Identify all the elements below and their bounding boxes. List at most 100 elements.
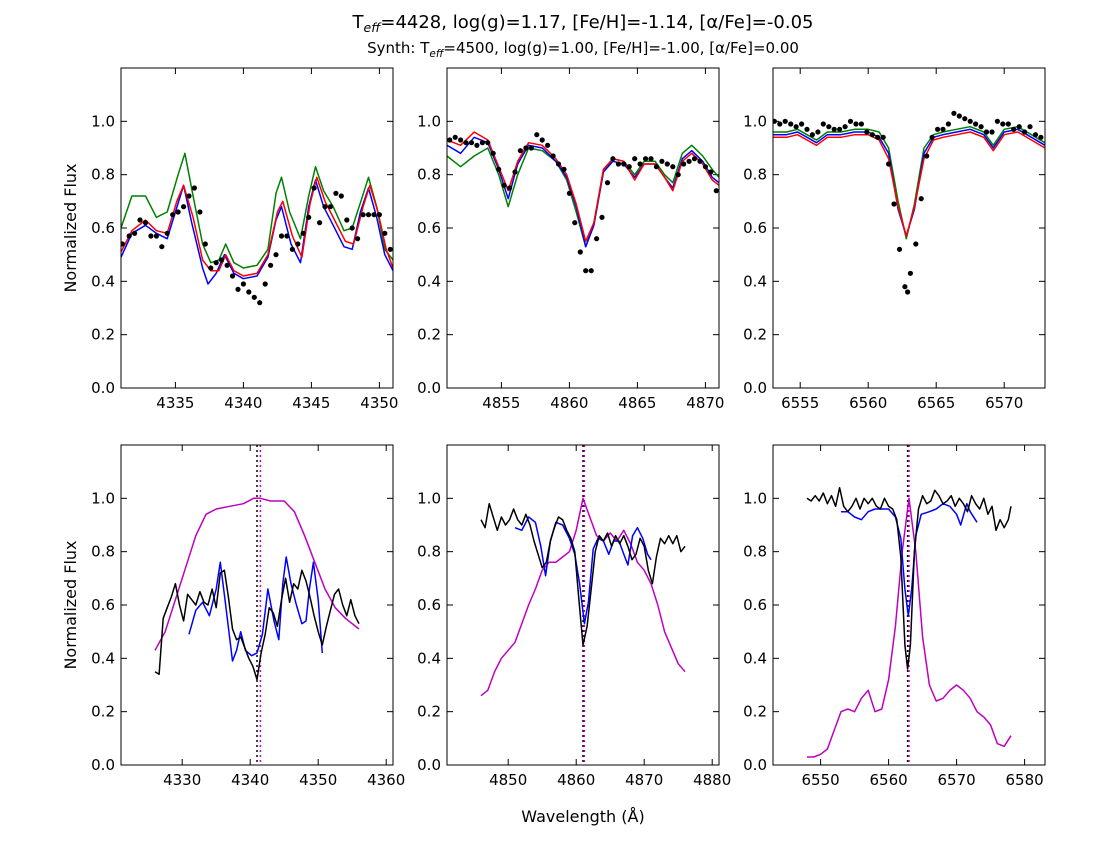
data-point <box>229 273 236 279</box>
data-point <box>452 134 458 140</box>
x-tick-label: 6560 <box>870 771 908 789</box>
axes-frame <box>446 67 720 389</box>
data-point <box>831 126 837 132</box>
data-point <box>284 233 290 239</box>
series-line-observed <box>480 502 686 646</box>
data-point <box>659 158 665 164</box>
y-tick-label: 0.6 <box>743 219 767 237</box>
data-point <box>945 121 952 127</box>
series-line-blue <box>188 556 324 662</box>
data-point <box>896 246 903 252</box>
y-tick-label: 1.0 <box>417 489 441 507</box>
series-line-blue <box>121 179 393 285</box>
data-point <box>349 225 355 231</box>
data-point <box>804 126 810 132</box>
data-point <box>675 172 681 178</box>
data-point <box>474 142 480 148</box>
data-point <box>815 129 821 135</box>
data-point <box>788 121 794 127</box>
plot-area <box>447 131 719 274</box>
data-point <box>653 164 660 170</box>
data-point <box>907 270 914 276</box>
axes-frame <box>120 444 394 766</box>
x-tick-label: 4850 <box>489 771 527 789</box>
y-tick-label: 0.2 <box>743 703 767 721</box>
data-point <box>951 110 957 116</box>
y-tick-label: 0.6 <box>91 596 115 614</box>
plot-area <box>154 445 360 765</box>
panel-bottom-right: 0.0 0.2 0.4 0.6 0.8 1.0 6550 6560 6570 6580 <box>743 444 1046 789</box>
y-tick-label: 0.4 <box>91 272 115 290</box>
data-point <box>956 113 962 119</box>
data-point <box>311 185 317 191</box>
data-point <box>994 118 1001 124</box>
data-point <box>875 134 881 140</box>
data-point <box>588 268 594 274</box>
data-point <box>153 233 159 239</box>
y-tick-label: 0.8 <box>91 543 115 561</box>
data-point <box>202 241 208 247</box>
data-point <box>338 193 344 199</box>
data-point <box>842 124 848 130</box>
x-tick-label: 4335 <box>156 394 194 412</box>
data-point <box>479 140 485 146</box>
series-line-red <box>121 176 393 277</box>
x-axis-label: Wavelength (Å) <box>521 807 644 826</box>
data-point <box>577 249 583 255</box>
y-tick-label: 0.2 <box>91 326 115 344</box>
data-point <box>496 166 502 172</box>
data-point <box>121 241 125 247</box>
data-point <box>485 140 491 146</box>
data-point <box>891 201 897 207</box>
data-point <box>376 212 382 218</box>
data-point <box>702 164 709 170</box>
data-point <box>572 220 578 226</box>
data-point <box>1032 132 1039 138</box>
data-point <box>826 124 832 130</box>
data-point <box>902 284 908 290</box>
data-point <box>886 161 892 167</box>
y-tick-label: 0.4 <box>743 649 767 667</box>
data-point <box>681 161 687 167</box>
data-point <box>387 246 393 252</box>
data-point <box>170 212 176 218</box>
y-tick-label: 0.0 <box>417 379 441 397</box>
data-point <box>268 262 274 268</box>
data-point <box>534 132 540 138</box>
data-point <box>809 132 816 138</box>
y-tick-label: 1.0 <box>91 489 115 507</box>
series-line-red <box>447 131 719 243</box>
data-point <box>924 153 930 159</box>
data-point <box>1005 121 1011 127</box>
series-line-red <box>773 131 1045 237</box>
y-tick-label: 0.2 <box>743 326 767 344</box>
y-tick-label: 0.4 <box>743 272 767 290</box>
data-point <box>507 185 513 191</box>
data-point <box>463 140 469 146</box>
y-tick-label: 1.0 <box>91 112 115 130</box>
data-point <box>637 161 643 167</box>
data-point <box>371 212 377 218</box>
data-point <box>278 233 285 239</box>
y-tick-label: 0.8 <box>91 166 115 184</box>
x-tick-label: 6565 <box>917 394 955 412</box>
data-point <box>858 121 865 127</box>
data-point <box>142 220 149 226</box>
x-tick-label: 4865 <box>618 394 656 412</box>
x-tick-label: 4860 <box>550 394 588 412</box>
axes-frame <box>772 444 1046 766</box>
y-tick-label: 0.4 <box>417 649 441 667</box>
series-line-magenta <box>480 497 686 697</box>
data-point <box>126 233 132 239</box>
data-point <box>273 252 279 258</box>
data-point <box>295 241 301 247</box>
y-tick-label: 0.2 <box>91 703 115 721</box>
data-point <box>599 214 605 220</box>
data-point <box>164 230 170 236</box>
data-point <box>317 220 323 226</box>
series-line-blue <box>447 136 719 248</box>
data-point <box>289 246 295 252</box>
x-tick-label: 4350 <box>299 771 337 789</box>
series-line-blue <box>841 502 978 617</box>
